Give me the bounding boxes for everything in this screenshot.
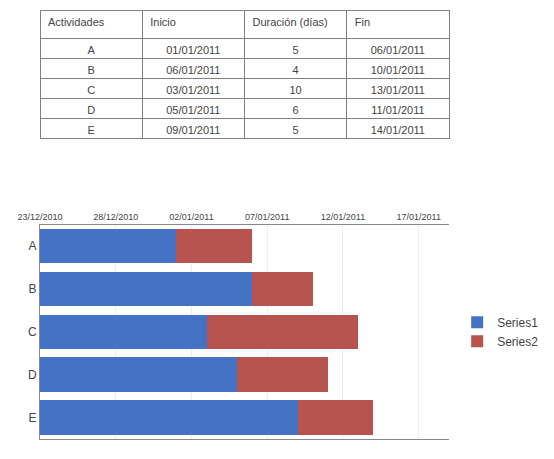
svg-text:D: D — [87, 104, 95, 116]
svg-text:01/01/2011: 01/01/2011 — [166, 44, 220, 56]
svg-text:Inicio: Inicio — [150, 16, 176, 28]
svg-text:17/01/2011: 17/01/2011 — [397, 212, 441, 222]
svg-text:5: 5 — [293, 124, 299, 136]
svg-text:Duración (días): Duración (días) — [253, 16, 328, 28]
svg-text:02/01/2011: 02/01/2011 — [169, 212, 213, 222]
svg-text:Fin: Fin — [355, 16, 370, 28]
svg-text:D: D — [28, 368, 37, 382]
svg-text:03/01/2011: 03/01/2011 — [166, 84, 220, 96]
svg-text:28/12/2010: 28/12/2010 — [93, 212, 138, 222]
svg-text:10/01/2011: 10/01/2011 — [371, 64, 425, 76]
svg-text:B: B — [29, 282, 37, 296]
svg-text:14/01/2011: 14/01/2011 — [371, 124, 425, 136]
svg-text:07/01/2011: 07/01/2011 — [245, 212, 289, 222]
svg-text:E: E — [87, 124, 94, 136]
svg-text:09/01/2011: 09/01/2011 — [166, 124, 220, 136]
svg-text:Series2: Series2 — [497, 335, 538, 349]
svg-text:Actividades: Actividades — [48, 16, 105, 28]
svg-text:23/12/2010: 23/12/2010 — [17, 212, 62, 222]
svg-text:E: E — [29, 411, 37, 425]
svg-text:12/01/2011: 12/01/2011 — [321, 212, 365, 222]
svg-text:06/01/2011: 06/01/2011 — [371, 44, 425, 56]
svg-text:6: 6 — [293, 104, 299, 116]
svg-text:C: C — [28, 325, 37, 339]
svg-text:06/01/2011: 06/01/2011 — [166, 64, 220, 76]
svg-text:B: B — [87, 64, 94, 76]
svg-text:13/01/2011: 13/01/2011 — [371, 84, 425, 96]
svg-text:A: A — [87, 44, 95, 56]
svg-text:11/01/2011: 11/01/2011 — [371, 104, 424, 116]
svg-text:C: C — [87, 84, 95, 96]
svg-text:05/01/2011: 05/01/2011 — [166, 104, 220, 116]
svg-text:A: A — [29, 239, 37, 253]
svg-text:10: 10 — [290, 84, 302, 96]
svg-text:Series1: Series1 — [497, 316, 538, 330]
svg-text:5: 5 — [293, 44, 299, 56]
svg-text:4: 4 — [293, 64, 299, 76]
